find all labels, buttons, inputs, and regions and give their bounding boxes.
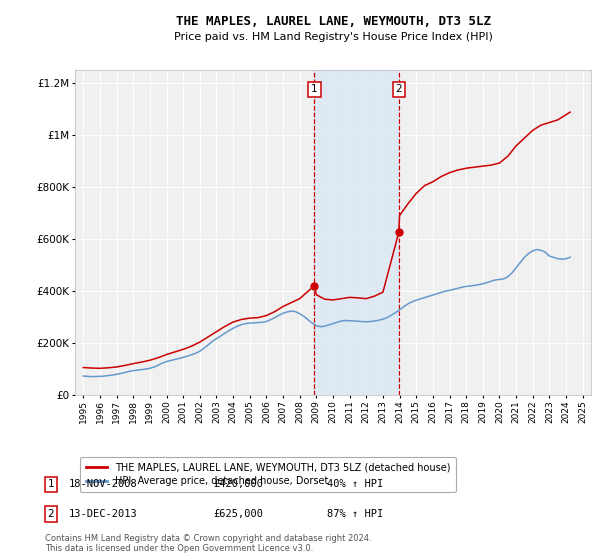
Text: 1: 1 bbox=[47, 479, 55, 489]
Text: Price paid vs. HM Land Registry's House Price Index (HPI): Price paid vs. HM Land Registry's House … bbox=[173, 32, 493, 42]
Text: Contains HM Land Registry data © Crown copyright and database right 2024.
This d: Contains HM Land Registry data © Crown c… bbox=[45, 534, 371, 553]
Text: 13-DEC-2013: 13-DEC-2013 bbox=[69, 509, 138, 519]
Text: 1: 1 bbox=[311, 85, 317, 95]
Text: 18-NOV-2008: 18-NOV-2008 bbox=[69, 479, 138, 489]
Legend: THE MAPLES, LAUREL LANE, WEYMOUTH, DT3 5LZ (detached house), HPI: Average price,: THE MAPLES, LAUREL LANE, WEYMOUTH, DT3 5… bbox=[80, 457, 456, 492]
Text: 87% ↑ HPI: 87% ↑ HPI bbox=[327, 509, 383, 519]
Text: £625,000: £625,000 bbox=[213, 509, 263, 519]
Text: THE MAPLES, LAUREL LANE, WEYMOUTH, DT3 5LZ: THE MAPLES, LAUREL LANE, WEYMOUTH, DT3 5… bbox=[176, 15, 491, 28]
Text: £420,000: £420,000 bbox=[213, 479, 263, 489]
Text: 2: 2 bbox=[395, 85, 402, 95]
Text: 2: 2 bbox=[47, 509, 55, 519]
Text: 40% ↑ HPI: 40% ↑ HPI bbox=[327, 479, 383, 489]
Bar bbox=[314, 70, 399, 395]
